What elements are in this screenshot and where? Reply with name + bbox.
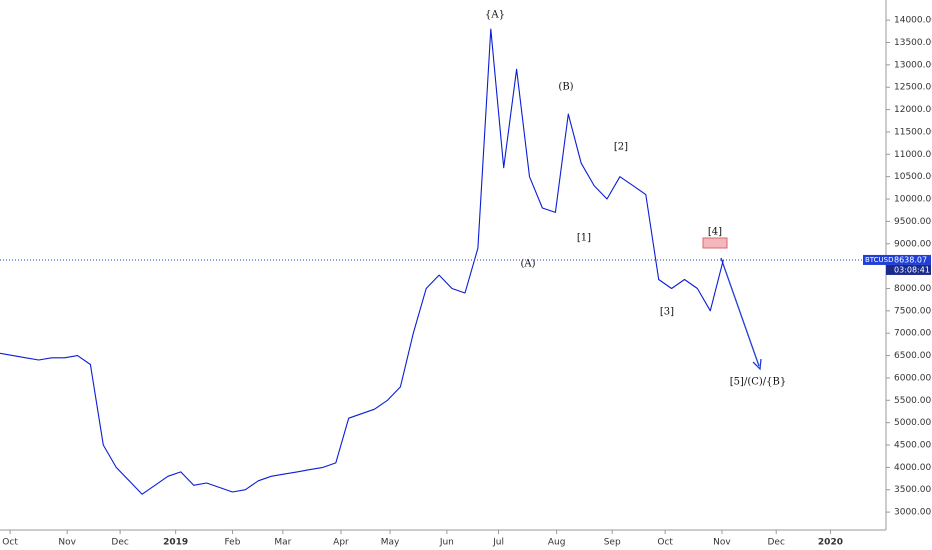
projection-arrow: [720, 257, 760, 367]
y-tick-label: 6500.00: [894, 351, 931, 361]
x-tick-label: 2020: [818, 538, 843, 548]
y-tick-label: 4500.00: [894, 441, 931, 451]
x-tick-label: Mar: [274, 538, 291, 548]
x-tick-label: Oct: [657, 538, 673, 548]
wave-label: (B): [558, 82, 573, 93]
y-tick-label: 13500.00: [894, 38, 932, 48]
y-tick-label: 7000.00: [894, 329, 931, 339]
symbol-label: BTCUSD: [865, 256, 894, 264]
y-tick-label: 12000.00: [894, 105, 932, 115]
y-tick-label: 14000.00: [894, 16, 932, 26]
x-tick-label: Oct: [2, 538, 18, 548]
x-tick-label: May: [381, 538, 400, 548]
x-tick-label: Apr: [333, 538, 349, 548]
y-tick-label: 6000.00: [894, 373, 931, 383]
y-tick-label: 12500.00: [894, 83, 932, 93]
arrow-head: [752, 358, 762, 371]
y-tick-label: 10000.00: [894, 195, 932, 205]
wave-label: [5]/(C)/{B}: [730, 377, 786, 388]
y-tick-label: 9500.00: [894, 217, 931, 227]
y-tick-label: 9000.00: [894, 239, 931, 249]
x-tick-label: Nov: [713, 538, 731, 548]
y-tick-label: 11500.00: [894, 127, 932, 137]
x-tick-label: Dec: [768, 538, 785, 548]
wave-label: (A): [520, 259, 535, 270]
y-tick-label: 11000.00: [894, 150, 932, 160]
y-tick-label: 13000.00: [894, 60, 932, 70]
y-tick-label: 3000.00: [894, 508, 931, 518]
timer-label: 03:08:41: [894, 265, 930, 274]
y-tick-label: 4000.00: [894, 463, 931, 473]
price-tag: [863, 254, 931, 265]
x-tick-label: Aug: [548, 538, 566, 548]
x-tick-label: Jul: [492, 538, 504, 548]
y-tick-label: 10500.00: [894, 172, 932, 182]
wave-label: [3]: [660, 307, 674, 318]
x-tick-label: Jun: [439, 538, 454, 548]
x-tick-label: 2019: [163, 538, 188, 548]
wave-label: [4]: [708, 227, 722, 238]
x-tick-label: Dec: [111, 538, 128, 548]
wave-label: [2]: [614, 142, 628, 153]
last-price-label: 8638.07: [894, 255, 927, 264]
x-tick-label: Sep: [604, 538, 621, 548]
timer-tag: [886, 264, 931, 275]
x-tick-label: Feb: [225, 538, 241, 548]
x-tick-label: Nov: [58, 538, 76, 548]
y-tick-label: 3500.00: [894, 485, 931, 495]
price-line: [0, 28, 724, 495]
y-tick-label: 8000.00: [894, 284, 931, 294]
y-tick-label: 5000.00: [894, 418, 931, 428]
wave-label: {A}: [485, 10, 505, 21]
wave-label: [1]: [577, 233, 591, 244]
target-zone: [702, 237, 728, 249]
y-tick-label: 5500.00: [894, 396, 931, 406]
y-tick-label: 7500.00: [894, 306, 931, 316]
